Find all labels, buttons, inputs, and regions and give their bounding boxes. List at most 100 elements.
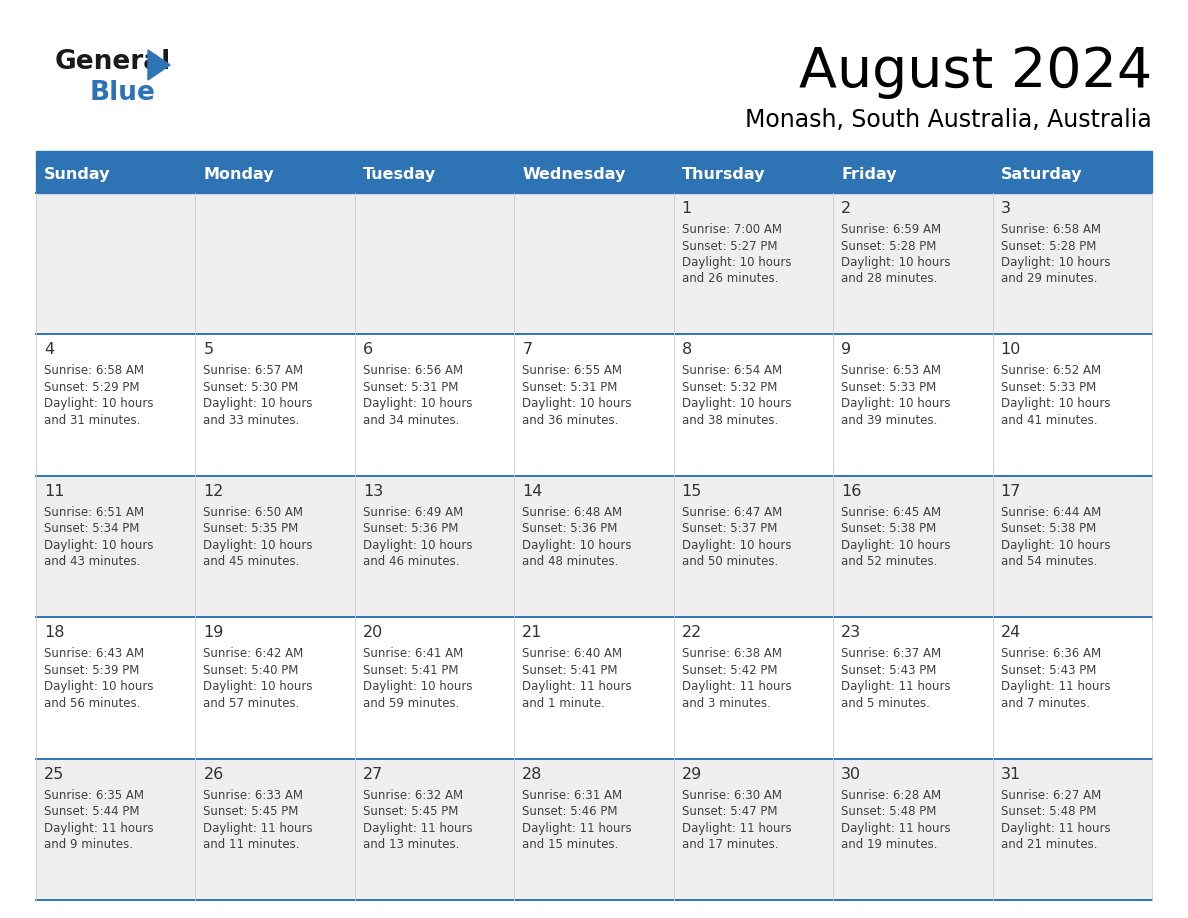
Text: Sunrise: 6:37 AM: Sunrise: 6:37 AM (841, 647, 941, 660)
Text: and 54 minutes.: and 54 minutes. (1000, 555, 1097, 568)
Text: Daylight: 10 hours: Daylight: 10 hours (1000, 539, 1110, 552)
Text: Daylight: 11 hours: Daylight: 11 hours (1000, 680, 1111, 693)
Text: Monday: Monday (203, 166, 274, 182)
Text: Daylight: 10 hours: Daylight: 10 hours (44, 397, 153, 410)
Bar (992, 476, 1152, 617)
Text: Daylight: 10 hours: Daylight: 10 hours (1000, 397, 1110, 410)
Text: 26: 26 (203, 767, 223, 781)
Text: Sunrise: 6:42 AM: Sunrise: 6:42 AM (203, 647, 304, 660)
Text: Daylight: 10 hours: Daylight: 10 hours (1000, 256, 1110, 269)
Text: Sunset: 5:43 PM: Sunset: 5:43 PM (841, 664, 936, 677)
Text: 23: 23 (841, 625, 861, 640)
Text: Sunrise: 6:59 AM: Sunrise: 6:59 AM (841, 223, 941, 236)
Text: Daylight: 10 hours: Daylight: 10 hours (841, 539, 950, 552)
Text: and 31 minutes.: and 31 minutes. (44, 414, 140, 427)
Text: Daylight: 11 hours: Daylight: 11 hours (523, 822, 632, 834)
Text: Saturday: Saturday (1000, 166, 1082, 182)
Text: Sunset: 5:30 PM: Sunset: 5:30 PM (203, 381, 298, 394)
Bar (833, 758, 992, 900)
Text: August 2024: August 2024 (798, 45, 1152, 99)
Text: and 57 minutes.: and 57 minutes. (203, 697, 299, 710)
Text: 21: 21 (523, 625, 543, 640)
Text: Sunrise: 6:27 AM: Sunrise: 6:27 AM (1000, 789, 1101, 801)
Text: Sunset: 5:38 PM: Sunset: 5:38 PM (841, 522, 936, 535)
Text: Sunrise: 6:48 AM: Sunrise: 6:48 AM (523, 506, 623, 519)
Text: and 26 minutes.: and 26 minutes. (682, 273, 778, 285)
Text: Sunrise: 6:56 AM: Sunrise: 6:56 AM (362, 364, 463, 377)
Text: 3: 3 (1000, 201, 1011, 216)
Text: and 36 minutes.: and 36 minutes. (523, 414, 619, 427)
Text: 27: 27 (362, 767, 383, 781)
Text: Daylight: 11 hours: Daylight: 11 hours (44, 822, 153, 834)
Text: 22: 22 (682, 625, 702, 640)
Text: Wednesday: Wednesday (523, 166, 626, 182)
Text: Daylight: 11 hours: Daylight: 11 hours (362, 822, 473, 834)
Text: Daylight: 10 hours: Daylight: 10 hours (523, 397, 632, 410)
Text: and 11 minutes.: and 11 minutes. (203, 838, 299, 851)
Text: and 43 minutes.: and 43 minutes. (44, 555, 140, 568)
Text: and 1 minute.: and 1 minute. (523, 697, 605, 710)
Bar (196, 155, 355, 193)
Text: Sunset: 5:31 PM: Sunset: 5:31 PM (362, 381, 459, 394)
Text: Sunset: 5:41 PM: Sunset: 5:41 PM (523, 664, 618, 677)
Text: Sunset: 5:41 PM: Sunset: 5:41 PM (362, 664, 459, 677)
Text: Sunset: 5:34 PM: Sunset: 5:34 PM (44, 522, 139, 535)
Text: 7: 7 (523, 342, 532, 357)
Text: and 52 minutes.: and 52 minutes. (841, 555, 937, 568)
Text: 4: 4 (44, 342, 55, 357)
Bar (355, 758, 514, 900)
Text: Sunset: 5:37 PM: Sunset: 5:37 PM (682, 522, 777, 535)
Bar (833, 334, 992, 476)
Text: Sunrise: 6:28 AM: Sunrise: 6:28 AM (841, 789, 941, 801)
Text: Sunset: 5:40 PM: Sunset: 5:40 PM (203, 664, 299, 677)
Text: and 15 minutes.: and 15 minutes. (523, 838, 619, 851)
Text: Sunset: 5:33 PM: Sunset: 5:33 PM (1000, 381, 1095, 394)
Bar (833, 617, 992, 758)
Text: Daylight: 11 hours: Daylight: 11 hours (1000, 822, 1111, 834)
Text: Daylight: 10 hours: Daylight: 10 hours (203, 397, 312, 410)
Text: 29: 29 (682, 767, 702, 781)
Bar (36, 193, 196, 334)
Text: 10: 10 (1000, 342, 1020, 357)
Bar (674, 193, 833, 334)
Text: Sunrise: 7:00 AM: Sunrise: 7:00 AM (682, 223, 782, 236)
Text: Daylight: 10 hours: Daylight: 10 hours (362, 397, 473, 410)
Text: Sunset: 5:28 PM: Sunset: 5:28 PM (841, 240, 936, 252)
Bar (514, 334, 674, 476)
Bar (36, 155, 196, 193)
Text: Sunset: 5:31 PM: Sunset: 5:31 PM (523, 381, 618, 394)
Text: and 34 minutes.: and 34 minutes. (362, 414, 460, 427)
Text: Sunrise: 6:33 AM: Sunrise: 6:33 AM (203, 789, 303, 801)
Text: and 21 minutes.: and 21 minutes. (1000, 838, 1097, 851)
Text: Sunrise: 6:36 AM: Sunrise: 6:36 AM (1000, 647, 1101, 660)
Text: Sunset: 5:36 PM: Sunset: 5:36 PM (523, 522, 618, 535)
Text: 24: 24 (1000, 625, 1020, 640)
Text: Daylight: 10 hours: Daylight: 10 hours (44, 680, 153, 693)
Bar (355, 476, 514, 617)
Bar (355, 193, 514, 334)
Text: Sunrise: 6:31 AM: Sunrise: 6:31 AM (523, 789, 623, 801)
Text: and 28 minutes.: and 28 minutes. (841, 273, 937, 285)
Text: and 41 minutes.: and 41 minutes. (1000, 414, 1097, 427)
Text: 15: 15 (682, 484, 702, 498)
Text: Sunrise: 6:47 AM: Sunrise: 6:47 AM (682, 506, 782, 519)
Text: Daylight: 10 hours: Daylight: 10 hours (523, 539, 632, 552)
Text: Sunrise: 6:30 AM: Sunrise: 6:30 AM (682, 789, 782, 801)
Text: Thursday: Thursday (682, 166, 765, 182)
Text: 13: 13 (362, 484, 383, 498)
Text: Sunrise: 6:43 AM: Sunrise: 6:43 AM (44, 647, 144, 660)
Text: Daylight: 10 hours: Daylight: 10 hours (44, 539, 153, 552)
Bar (674, 617, 833, 758)
Text: Sunrise: 6:51 AM: Sunrise: 6:51 AM (44, 506, 144, 519)
Text: Sunrise: 6:41 AM: Sunrise: 6:41 AM (362, 647, 463, 660)
Bar (992, 758, 1152, 900)
Bar (992, 155, 1152, 193)
Text: Sunrise: 6:38 AM: Sunrise: 6:38 AM (682, 647, 782, 660)
Text: and 59 minutes.: and 59 minutes. (362, 697, 460, 710)
Text: Sunset: 5:38 PM: Sunset: 5:38 PM (1000, 522, 1095, 535)
Text: Daylight: 10 hours: Daylight: 10 hours (203, 539, 312, 552)
Text: and 56 minutes.: and 56 minutes. (44, 697, 140, 710)
Text: Sunset: 5:46 PM: Sunset: 5:46 PM (523, 805, 618, 818)
Text: and 17 minutes.: and 17 minutes. (682, 838, 778, 851)
Text: and 46 minutes.: and 46 minutes. (362, 555, 460, 568)
